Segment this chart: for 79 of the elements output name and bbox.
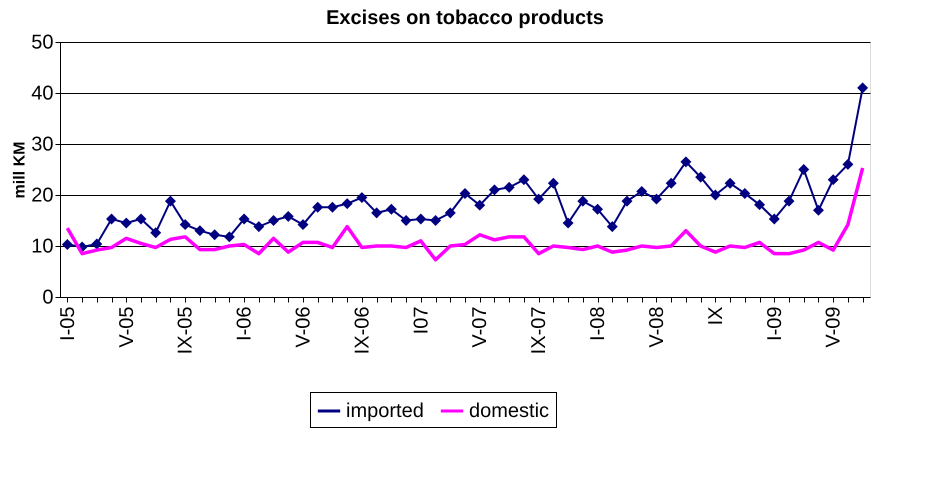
point — [62, 238, 73, 250]
point — [666, 178, 677, 189]
x-tick-label: I-05 — [56, 306, 79, 341]
y-tick-label: 30 — [31, 134, 54, 156]
point — [488, 184, 500, 196]
x-tick-label: I07 — [410, 306, 432, 334]
point — [415, 213, 426, 224]
point — [754, 199, 766, 210]
x-tick-label: V-06 — [292, 306, 314, 348]
point — [194, 225, 206, 236]
legend-label: imported — [346, 400, 424, 422]
point — [312, 202, 324, 213]
y-tick-label: 10 — [31, 236, 54, 258]
line-series — [66, 166, 864, 262]
point — [592, 204, 604, 215]
point — [857, 82, 868, 94]
point — [298, 219, 308, 230]
point — [326, 202, 338, 213]
point — [724, 178, 736, 189]
point — [282, 210, 294, 222]
x-tick-label: IX-07 — [528, 306, 550, 354]
point — [356, 192, 368, 204]
point — [460, 188, 470, 199]
point — [562, 218, 574, 229]
point — [650, 194, 662, 205]
point — [739, 188, 750, 199]
point — [180, 219, 191, 230]
point — [636, 186, 648, 197]
point — [371, 207, 382, 218]
point — [444, 207, 456, 218]
point — [577, 196, 588, 207]
point — [136, 213, 146, 224]
point — [386, 204, 397, 215]
x-tick-label: V-07 — [469, 306, 492, 348]
x-tick-label: V-09 — [822, 306, 845, 348]
y-tick-label: 0 — [42, 286, 54, 308]
point — [518, 174, 530, 186]
point — [253, 221, 264, 232]
point — [710, 190, 721, 200]
point — [91, 238, 102, 250]
x-tick-label: I-09 — [764, 306, 786, 341]
point — [238, 213, 250, 224]
point — [533, 194, 544, 205]
point — [812, 204, 824, 216]
point — [150, 227, 162, 238]
x-tick-label: V-05 — [116, 306, 138, 348]
y-axis-title: mill KM — [11, 142, 28, 198]
point — [622, 196, 632, 207]
chart-title: Excises on tobacco products — [326, 7, 604, 29]
point — [695, 172, 706, 183]
x-tick-label: IX — [704, 306, 727, 326]
point — [504, 182, 515, 193]
point — [842, 158, 854, 170]
point — [400, 215, 412, 226]
point — [342, 198, 353, 210]
x-tick-label: I-06 — [234, 306, 256, 341]
point — [430, 215, 442, 226]
point — [106, 213, 118, 224]
point — [768, 213, 780, 224]
point — [120, 218, 132, 229]
point — [680, 156, 692, 168]
x-tick-label: IX-05 — [174, 306, 197, 354]
y-tick-label: 20 — [31, 184, 54, 206]
point — [268, 215, 280, 226]
y-tick-label: 50 — [31, 32, 54, 54]
y-tick-label: 40 — [31, 82, 54, 104]
x-tick-label: IX-06 — [351, 306, 374, 354]
x-tick-label: I-08 — [587, 306, 610, 341]
point — [784, 196, 794, 207]
point — [224, 231, 235, 242]
x-tick-label: V-08 — [646, 306, 668, 348]
point — [798, 164, 810, 175]
point — [474, 200, 486, 211]
legend-label: domestic — [469, 400, 550, 422]
point — [209, 229, 220, 240]
point — [828, 174, 839, 186]
point — [606, 221, 618, 232]
point — [548, 178, 559, 189]
point — [164, 196, 176, 207]
